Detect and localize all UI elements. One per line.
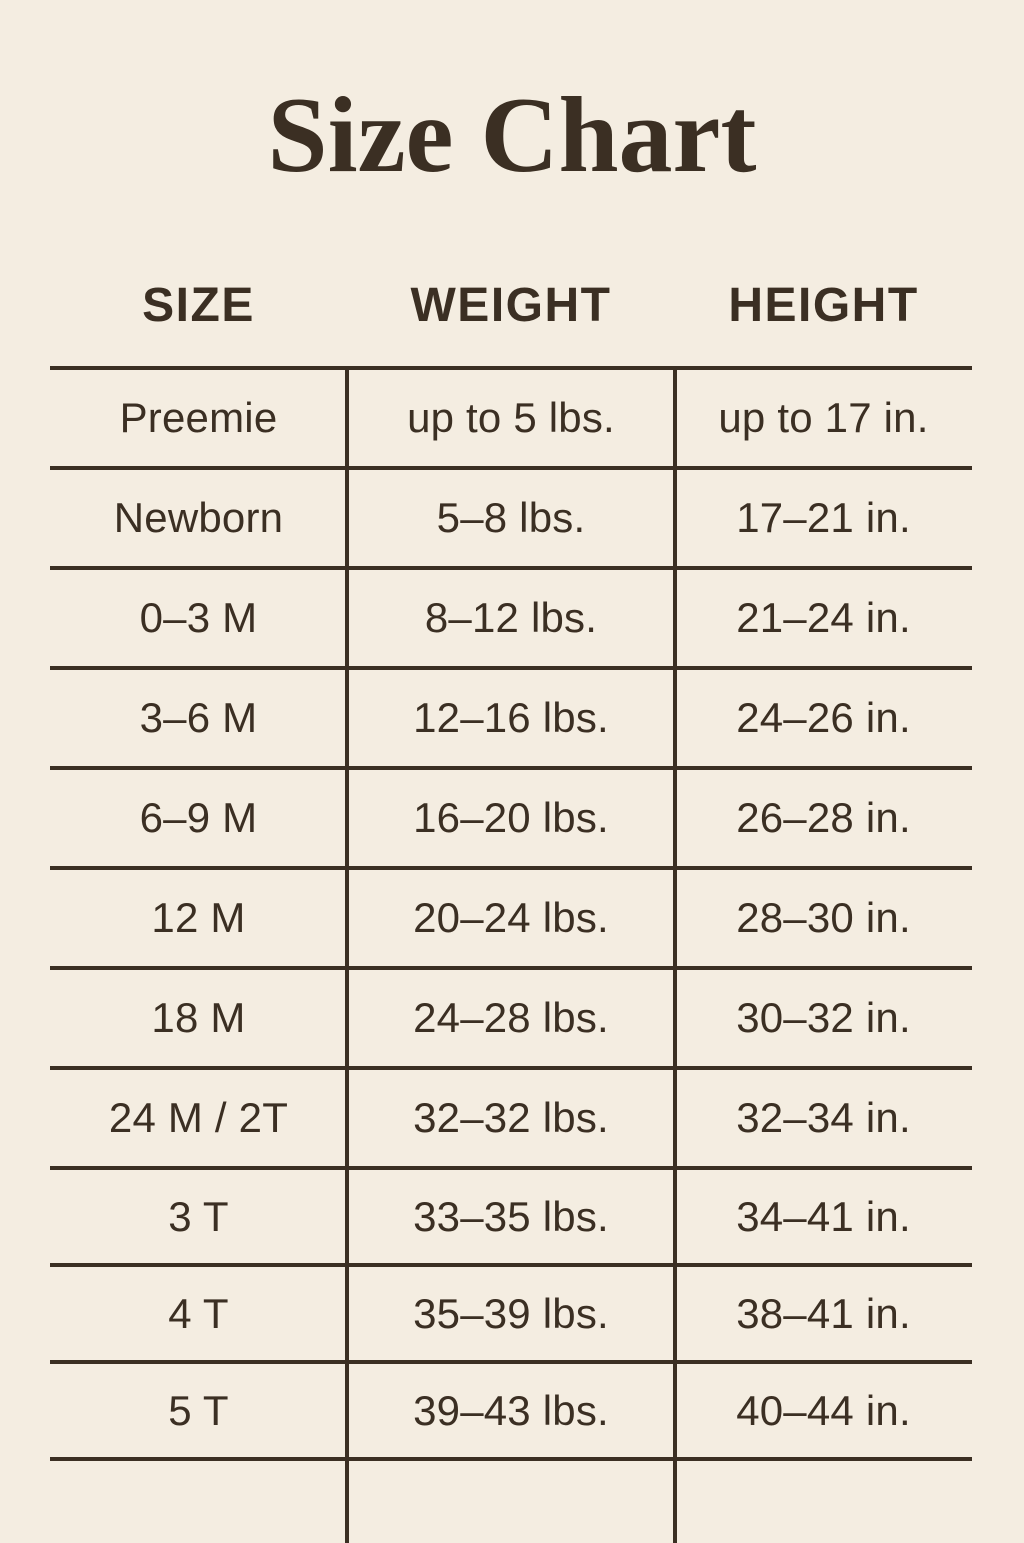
table-row: Preemie up to 5 lbs. up to 17 in. (50, 366, 972, 466)
cell-height: 24–26 in. (736, 694, 911, 741)
cell-size: 4 T (168, 1289, 229, 1337)
cell-size: 6–9 M (139, 794, 258, 841)
page-title: Size Chart (267, 76, 757, 195)
column-divider-1 (345, 366, 349, 1543)
cell-size: 18 M (151, 994, 246, 1041)
cell-size: 3–6 M (139, 694, 258, 741)
table-row: 3–6 M 12–16 lbs. 24–26 in. (50, 666, 972, 766)
cell-height: 34–41 in. (736, 1192, 911, 1240)
cell-height: 26–28 in. (736, 794, 911, 841)
cell-height: 28–30 in. (736, 894, 911, 941)
table-row: 18 M 24–28 lbs. 30–32 in. (50, 966, 972, 1066)
table-bottom-rule (50, 1457, 972, 1461)
cell-weight: 8–12 lbs. (424, 594, 598, 641)
cell-weight: up to 5 lbs. (407, 394, 615, 441)
cell-height: 32–34 in. (736, 1094, 911, 1141)
size-chart-table: SIZE WEIGHT HEIGHT Preemie up to 5 lbs. … (50, 272, 972, 1543)
cell-size: 0–3 M (139, 594, 258, 641)
cell-size: Newborn (113, 494, 284, 541)
cell-height: 17–21 in. (736, 494, 911, 541)
cell-weight: 32–32 lbs. (413, 1094, 609, 1141)
table-header-row: SIZE WEIGHT HEIGHT (50, 272, 972, 366)
cell-height: 30–32 in. (736, 994, 911, 1041)
cell-weight: 39–43 lbs. (413, 1386, 609, 1434)
table-row: 12 M 20–24 lbs. 28–30 in. (50, 866, 972, 966)
cell-size: 24 M / 2T (108, 1094, 289, 1141)
table-row: Newborn 5–8 lbs. 17–21 in. (50, 466, 972, 566)
column-header-height: HEIGHT (728, 279, 919, 332)
cell-weight: 35–39 lbs. (413, 1289, 609, 1337)
column-header-size: SIZE (142, 279, 255, 332)
cell-weight: 12–16 lbs. (413, 694, 609, 741)
cell-weight: 33–35 lbs. (413, 1192, 609, 1240)
cell-size: Preemie (119, 394, 278, 441)
cell-size: 12 M (151, 894, 246, 941)
table-row: 3 T 33–35 lbs. 34–41 in. (50, 1166, 972, 1263)
cell-height: 21–24 in. (736, 594, 911, 641)
cell-weight: 20–24 lbs. (413, 894, 609, 941)
table-row: 5 T 39–43 lbs. 40–44 in. (50, 1360, 972, 1457)
table-row: 0–3 M 8–12 lbs. 21–24 in. (50, 566, 972, 666)
cell-height: up to 17 in. (718, 394, 929, 441)
cell-size: 3 T (168, 1192, 229, 1240)
cell-weight: 24–28 lbs. (413, 994, 609, 1041)
cell-weight: 16–20 lbs. (413, 794, 609, 841)
cell-height: 40–44 in. (736, 1386, 911, 1434)
cell-height: 38–41 in. (736, 1289, 911, 1337)
column-header-weight: WEIGHT (410, 279, 612, 332)
column-divider-2 (673, 366, 677, 1543)
cell-weight: 5–8 lbs. (436, 494, 586, 541)
table-row: 6–9 M 16–20 lbs. 26–28 in. (50, 766, 972, 866)
table-row: 4 T 35–39 lbs. 38–41 in. (50, 1263, 972, 1360)
table-row: 24 M / 2T 32–32 lbs. 32–34 in. (50, 1066, 972, 1166)
cell-size: 5 T (168, 1386, 229, 1434)
